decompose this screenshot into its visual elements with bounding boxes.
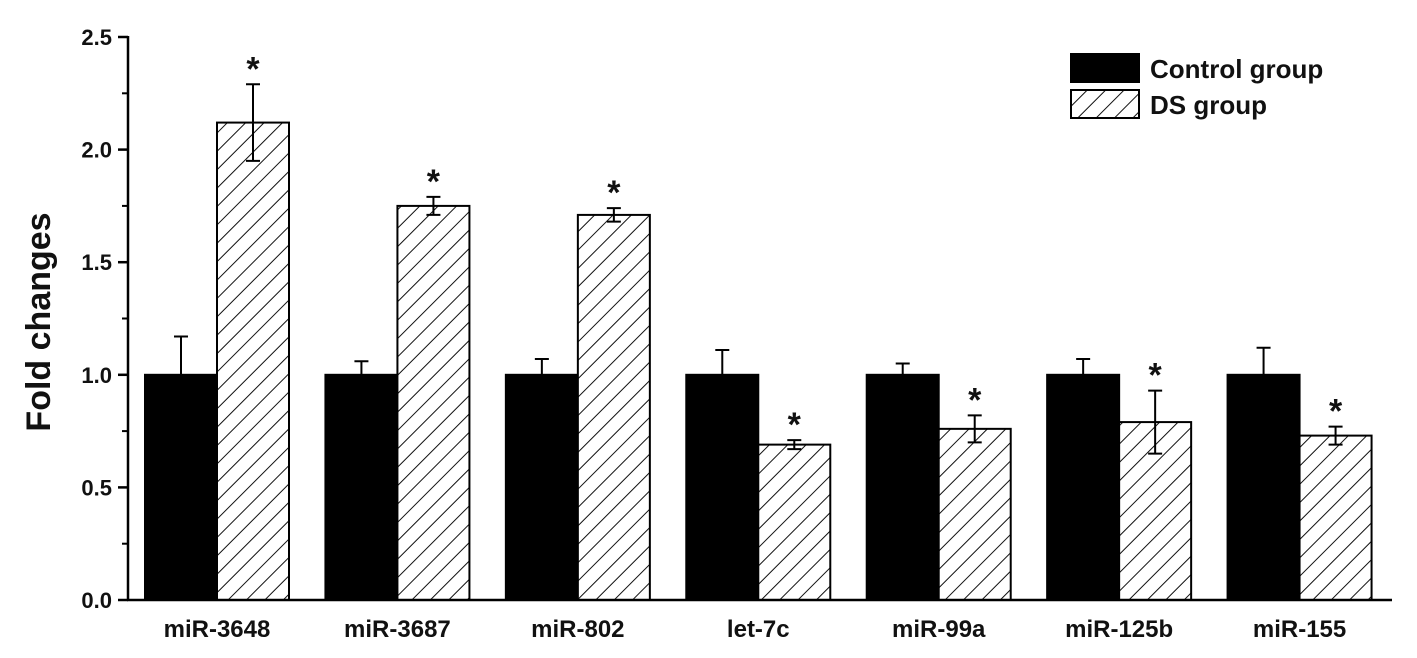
ds-group-error-bar-miR-802 (606, 207, 621, 223)
control-group-error-bar-miR-802 (534, 358, 549, 392)
ds-group-bar-miR-3687 (396, 204, 471, 601)
ds-group-bar-let-7c (757, 443, 832, 601)
significance-star-miR-125b: * (1149, 357, 1163, 395)
significance-star-miR-802: * (607, 174, 621, 212)
control-group-error-bar-miR-3687 (354, 360, 369, 390)
ds-group-error-bar-let-7c (787, 439, 802, 451)
ds-group-error-bar-miR-125b (1148, 389, 1163, 455)
significance-star-miR-3648: * (246, 50, 260, 88)
y-tick-label: 0.5 (81, 475, 112, 500)
significance-star-miR-3687: * (427, 163, 441, 201)
significance-markers-layer: * * * * * * * (246, 50, 1343, 444)
x-tick-label-miR-125b: miR-125b (1065, 616, 1173, 643)
ds-group-error-bar-miR-99a (967, 414, 982, 444)
x-tick-label-let-7c: let-7c (727, 616, 790, 643)
ds-group-bar-miR-802 (576, 213, 651, 602)
significance-star-miR-155: * (1329, 393, 1343, 431)
legend: Control group DS group (1070, 53, 1323, 120)
y-axis-ticks: 0.0 0.5 1.0 1.5 2.0 2.5 (81, 25, 128, 613)
y-tick-label: 1.5 (81, 250, 112, 275)
control-group-error-bar-miR-155 (1256, 346, 1271, 403)
ds-group-error-bar-miR-155 (1328, 425, 1343, 446)
control-group-bar-let-7c (685, 373, 760, 601)
ds-group-error-bar-miR-3687 (426, 195, 441, 216)
y-tick-label: 1.0 (81, 363, 112, 388)
error-bars-layer (174, 83, 1343, 455)
control-group-error-bar-miR-99a (895, 362, 910, 388)
bars-layer (144, 121, 1373, 602)
control-group-legend-label: Control group (1150, 54, 1323, 84)
x-tick-label-miR-3648: miR-3648 (164, 616, 271, 643)
x-tick-label-miR-802: miR-802 (531, 616, 624, 643)
control-group-error-bar-miR-3648 (174, 335, 188, 415)
control-group-bar-miR-99a (865, 373, 940, 601)
control-group-bar-miR-155 (1226, 373, 1301, 601)
y-tick-label: 2.5 (81, 25, 112, 50)
control-group-error-bar-let-7c (715, 349, 730, 401)
ds-group-legend-label: DS group (1150, 90, 1267, 120)
y-axis-title: Fold changes (20, 212, 58, 431)
control-group-legend-swatch (1070, 53, 1140, 83)
control-group-bar-miR-125b (1046, 373, 1121, 601)
x-tick-label-miR-155: miR-155 (1253, 616, 1346, 643)
x-tick-label-miR-3687: miR-3687 (344, 616, 451, 643)
x-axis-labels: miR-3648 miR-3687 miR-802 let-7c miR-99a miR-… (164, 616, 1347, 643)
y-tick-label: 2.0 (81, 138, 112, 163)
ds-group-legend-swatch (1070, 89, 1140, 119)
control-group-bar-miR-802 (504, 373, 579, 601)
control-group-bar-miR-3687 (324, 373, 399, 601)
significance-star-let-7c: * (788, 406, 802, 444)
significance-star-miR-99a: * (968, 381, 982, 419)
ds-group-bar-miR-99a (937, 427, 1012, 601)
x-tick-label-miR-99a: miR-99a (892, 616, 986, 643)
ds-group-bar-miR-3648 (216, 121, 290, 602)
control-group-error-bar-miR-125b (1076, 358, 1091, 392)
ds-group-bar-miR-155 (1298, 434, 1373, 601)
ds-group-error-bar-miR-3648 (246, 83, 260, 162)
y-tick-label: 0.0 (81, 588, 112, 613)
